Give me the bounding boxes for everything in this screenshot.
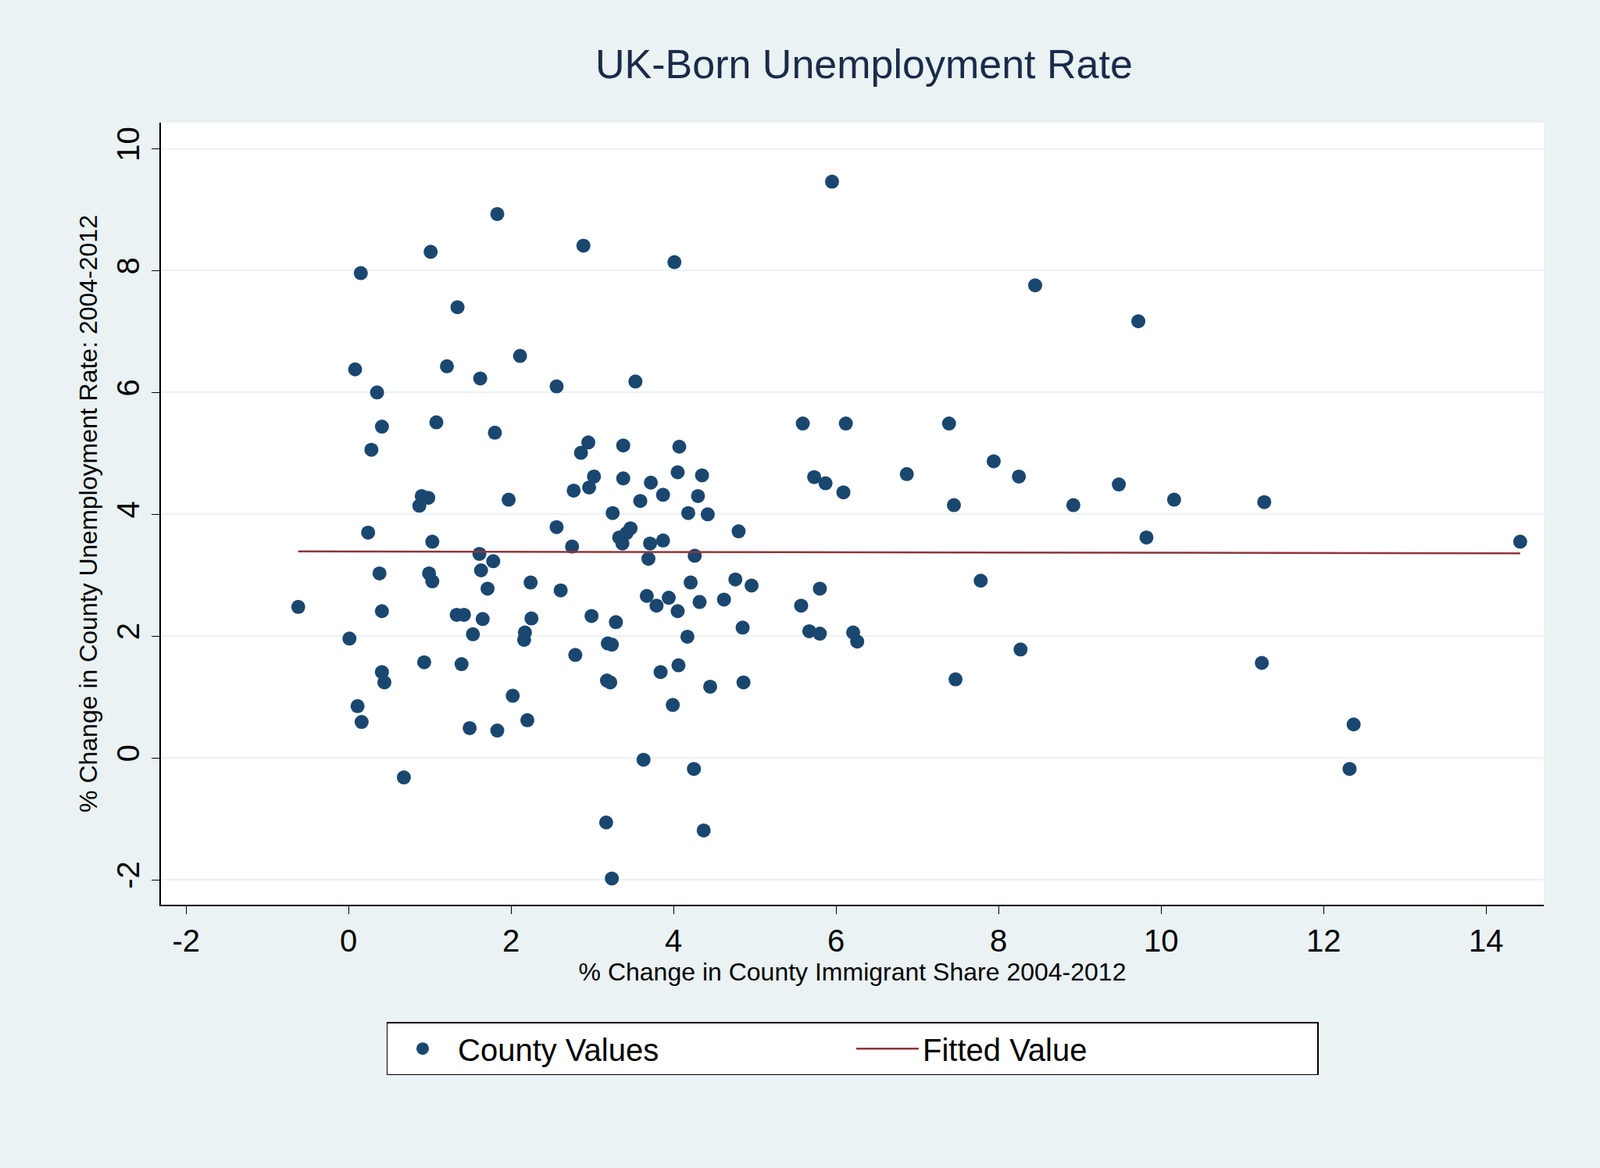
svg-text:County Values: County Values xyxy=(457,1032,659,1068)
svg-text:-2: -2 xyxy=(110,860,146,890)
svg-text:8: 8 xyxy=(110,257,146,275)
svg-text:0: 0 xyxy=(339,923,358,958)
svg-text:6: 6 xyxy=(110,378,146,397)
svg-text:% Change in County Immigrant S: % Change in County Immigrant Share 2004-… xyxy=(578,957,1127,986)
svg-text:-2: -2 xyxy=(171,923,200,958)
svg-text:10: 10 xyxy=(1143,923,1179,958)
svg-text:14: 14 xyxy=(1468,923,1504,958)
svg-text:4: 4 xyxy=(664,923,683,958)
svg-text:2: 2 xyxy=(502,923,520,958)
svg-text:% Change in County Unemploymen: % Change in County Unemployment Rate: 20… xyxy=(74,214,103,813)
svg-text:0: 0 xyxy=(110,744,146,762)
svg-text:6: 6 xyxy=(827,923,845,958)
svg-text:12: 12 xyxy=(1306,923,1342,958)
svg-text:10: 10 xyxy=(110,126,146,162)
svg-text:8: 8 xyxy=(989,923,1008,958)
svg-text:UK-Born Unemployment Rate: UK-Born Unemployment Rate xyxy=(595,41,1133,87)
svg-text:2: 2 xyxy=(110,622,146,640)
svg-text:Fitted Value: Fitted Value xyxy=(922,1032,1088,1068)
svg-text:4: 4 xyxy=(110,500,146,518)
